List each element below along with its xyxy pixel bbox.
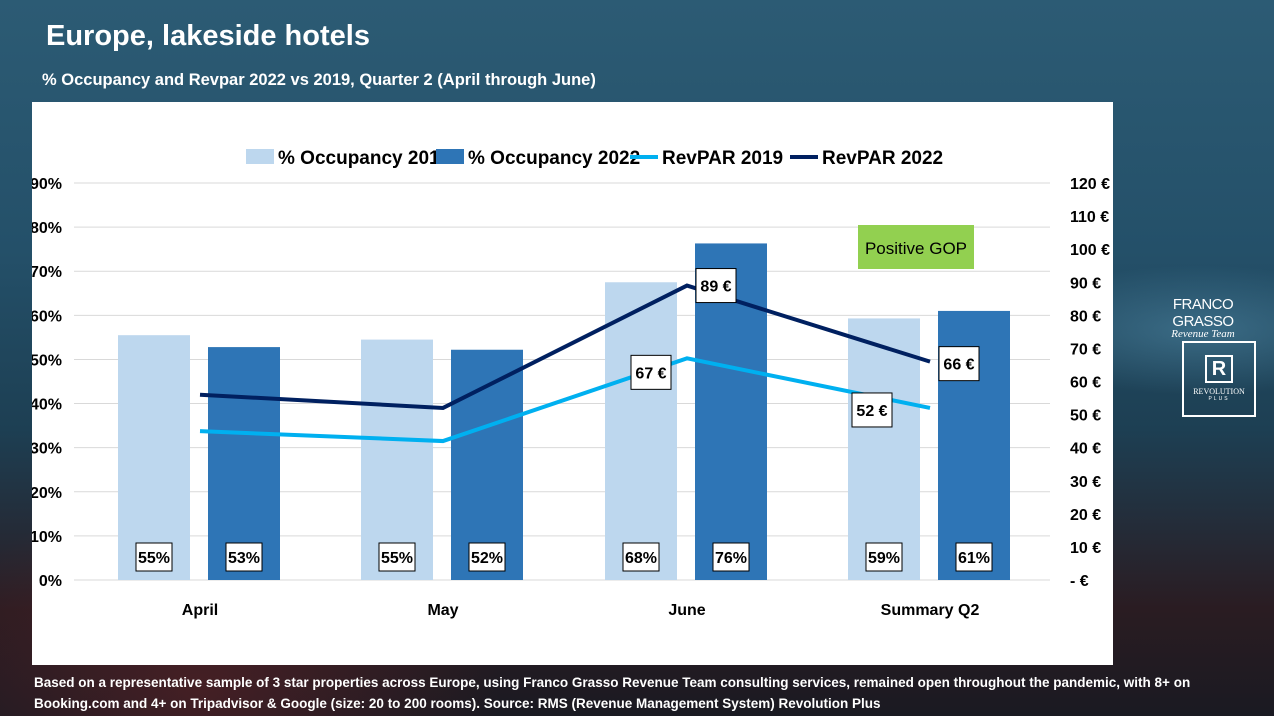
combo-chart: 0% 10% 20% 30% 40% 50% 60% 70% 80% 90% - € 10 € 20 €… xyxy=(32,148,1110,619)
left-axis-tick: 90% xyxy=(32,176,62,193)
data-label: 61% xyxy=(958,550,990,567)
footnote: Based on a representative sample of 3 st… xyxy=(34,675,1191,711)
data-label: 55% xyxy=(138,550,170,567)
page-subtitle: % Occupancy and Revpar 2022 vs 2019, Qua… xyxy=(42,71,596,89)
category-label: April xyxy=(182,602,218,619)
left-axis-tick: 70% xyxy=(32,264,62,281)
right-axis-tick: 80 € xyxy=(1070,308,1101,325)
right-axis-tick: 20 € xyxy=(1070,507,1101,524)
right-axis-tick: 30 € xyxy=(1070,474,1101,491)
data-label-box xyxy=(468,542,506,572)
data-label: 89 € xyxy=(700,279,731,296)
right-axis-tick: - € xyxy=(1070,573,1089,590)
left-axis-tick: 80% xyxy=(32,220,62,237)
positive-gop-box xyxy=(858,225,974,269)
line-revpar-2019 xyxy=(199,356,931,444)
legend-label: % Occupancy 2022 xyxy=(468,148,640,169)
left-axis-tick: 60% xyxy=(32,308,62,325)
data-label-box xyxy=(378,542,416,572)
right-axis-tick: 70 € xyxy=(1070,341,1101,358)
left-axis-tick: 10% xyxy=(32,529,62,546)
data-label-box xyxy=(225,542,263,572)
data-label: 52% xyxy=(471,550,503,567)
data-label: 53% xyxy=(228,550,260,567)
bar--occupancy-2019 xyxy=(605,282,677,580)
left-axis-tick: 0% xyxy=(39,573,62,590)
line-revpar-2022 xyxy=(199,283,931,410)
franco-grasso-logo: FRANCO GRASSO Revenue Team xyxy=(1148,296,1258,340)
right-axis-tick: 120 € xyxy=(1070,176,1110,193)
bar--occupancy-2019 xyxy=(118,335,190,580)
data-label-box xyxy=(938,346,980,382)
logo-text: REVOLUTION xyxy=(1193,387,1245,396)
legend-label: % Occupancy 2019 xyxy=(278,148,450,169)
right-axis-tick: 40 € xyxy=(1070,441,1101,458)
data-label: 67 € xyxy=(635,365,666,382)
left-axis-tick: 50% xyxy=(32,352,62,369)
category-label: May xyxy=(427,602,458,619)
right-axis-tick: 10 € xyxy=(1070,540,1101,557)
data-label: 66 € xyxy=(943,357,974,374)
positive-gop-label: Positive GOP xyxy=(865,239,967,258)
data-label-box xyxy=(955,542,993,572)
left-axis-tick: 40% xyxy=(32,397,62,414)
data-label: 55% xyxy=(381,550,413,567)
data-label-box xyxy=(712,542,750,572)
logo-subtext: Revenue Team xyxy=(1171,328,1235,340)
bar--occupancy-2022 xyxy=(208,347,280,580)
legend-label: RevPAR 2019 xyxy=(662,148,783,169)
left-axis-tick: 20% xyxy=(32,485,62,502)
revolution-mark: R xyxy=(1205,355,1233,383)
data-label-box xyxy=(695,268,737,304)
right-axis-tick: 60 € xyxy=(1070,375,1101,392)
data-label-box xyxy=(622,542,660,572)
page-title: Europe, lakeside hotels xyxy=(46,20,370,52)
bar--occupancy-2019 xyxy=(361,339,433,580)
left-axis-tick: 30% xyxy=(32,441,62,458)
right-axis-tick: 90 € xyxy=(1070,275,1101,292)
logo-subtext: PLUS xyxy=(1208,396,1230,402)
chart-area: 0% 10% 20% 30% 40% 50% 60% 70% 80% 90% - € 10 € 20 €… xyxy=(32,102,1113,665)
legend-swatch xyxy=(436,149,464,164)
category-label: June xyxy=(668,602,705,619)
right-axis-tick: 50 € xyxy=(1070,408,1101,425)
logo-text: FRANCO GRASSO xyxy=(1172,296,1234,330)
legend-swatch xyxy=(246,149,274,164)
data-label: 76% xyxy=(715,550,747,567)
legend-label: RevPAR 2022 xyxy=(822,148,943,169)
right-axis-tick: 110 € xyxy=(1070,209,1109,226)
data-label-box xyxy=(630,354,672,390)
data-label: 59% xyxy=(868,550,900,567)
category-label: Summary Q2 xyxy=(881,602,980,619)
data-label: 52 € xyxy=(856,403,887,420)
data-label-box xyxy=(135,542,173,572)
data-label-box xyxy=(865,542,903,572)
revolution-plus-logo: R REVOLUTION PLUS xyxy=(1182,341,1256,417)
right-axis-tick: 100 € xyxy=(1070,242,1110,259)
bar--occupancy-2019 xyxy=(848,318,920,580)
data-label-box xyxy=(851,392,893,428)
data-label: 68% xyxy=(625,550,657,567)
